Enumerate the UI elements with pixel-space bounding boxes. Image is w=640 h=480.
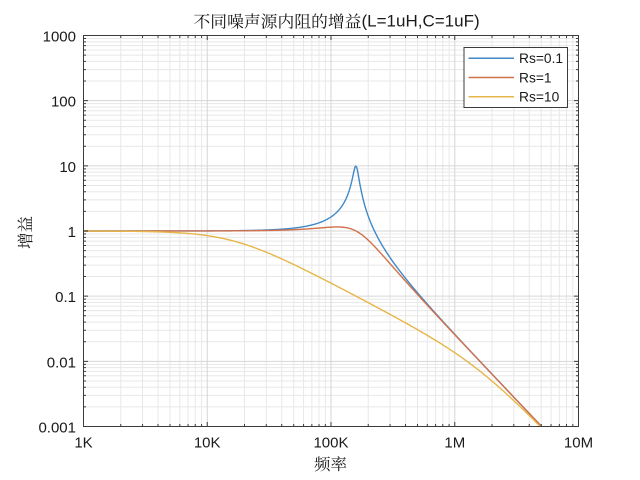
svg-text:1000: 1000 — [43, 29, 76, 46]
svg-text:Rs=10: Rs=10 — [519, 90, 560, 105]
svg-text:1K: 1K — [74, 435, 92, 452]
svg-text:10: 10 — [59, 159, 76, 176]
svg-text:0.01: 0.01 — [47, 354, 76, 371]
svg-text:10K: 10K — [194, 435, 221, 452]
svg-text:100K: 100K — [313, 435, 348, 452]
svg-text:0.001: 0.001 — [38, 420, 76, 437]
svg-text:10M: 10M — [564, 435, 593, 452]
svg-text:Rs=0.1: Rs=0.1 — [519, 51, 563, 66]
svg-text:100: 100 — [51, 94, 76, 111]
svg-text:1M: 1M — [444, 435, 465, 452]
svg-text:Rs=1: Rs=1 — [519, 70, 552, 85]
svg-text:1: 1 — [68, 224, 76, 241]
svg-text:0.1: 0.1 — [55, 289, 76, 306]
svg-text:(L=1uH,C=1uF): (L=1uH,C=1uF) — [362, 12, 480, 31]
